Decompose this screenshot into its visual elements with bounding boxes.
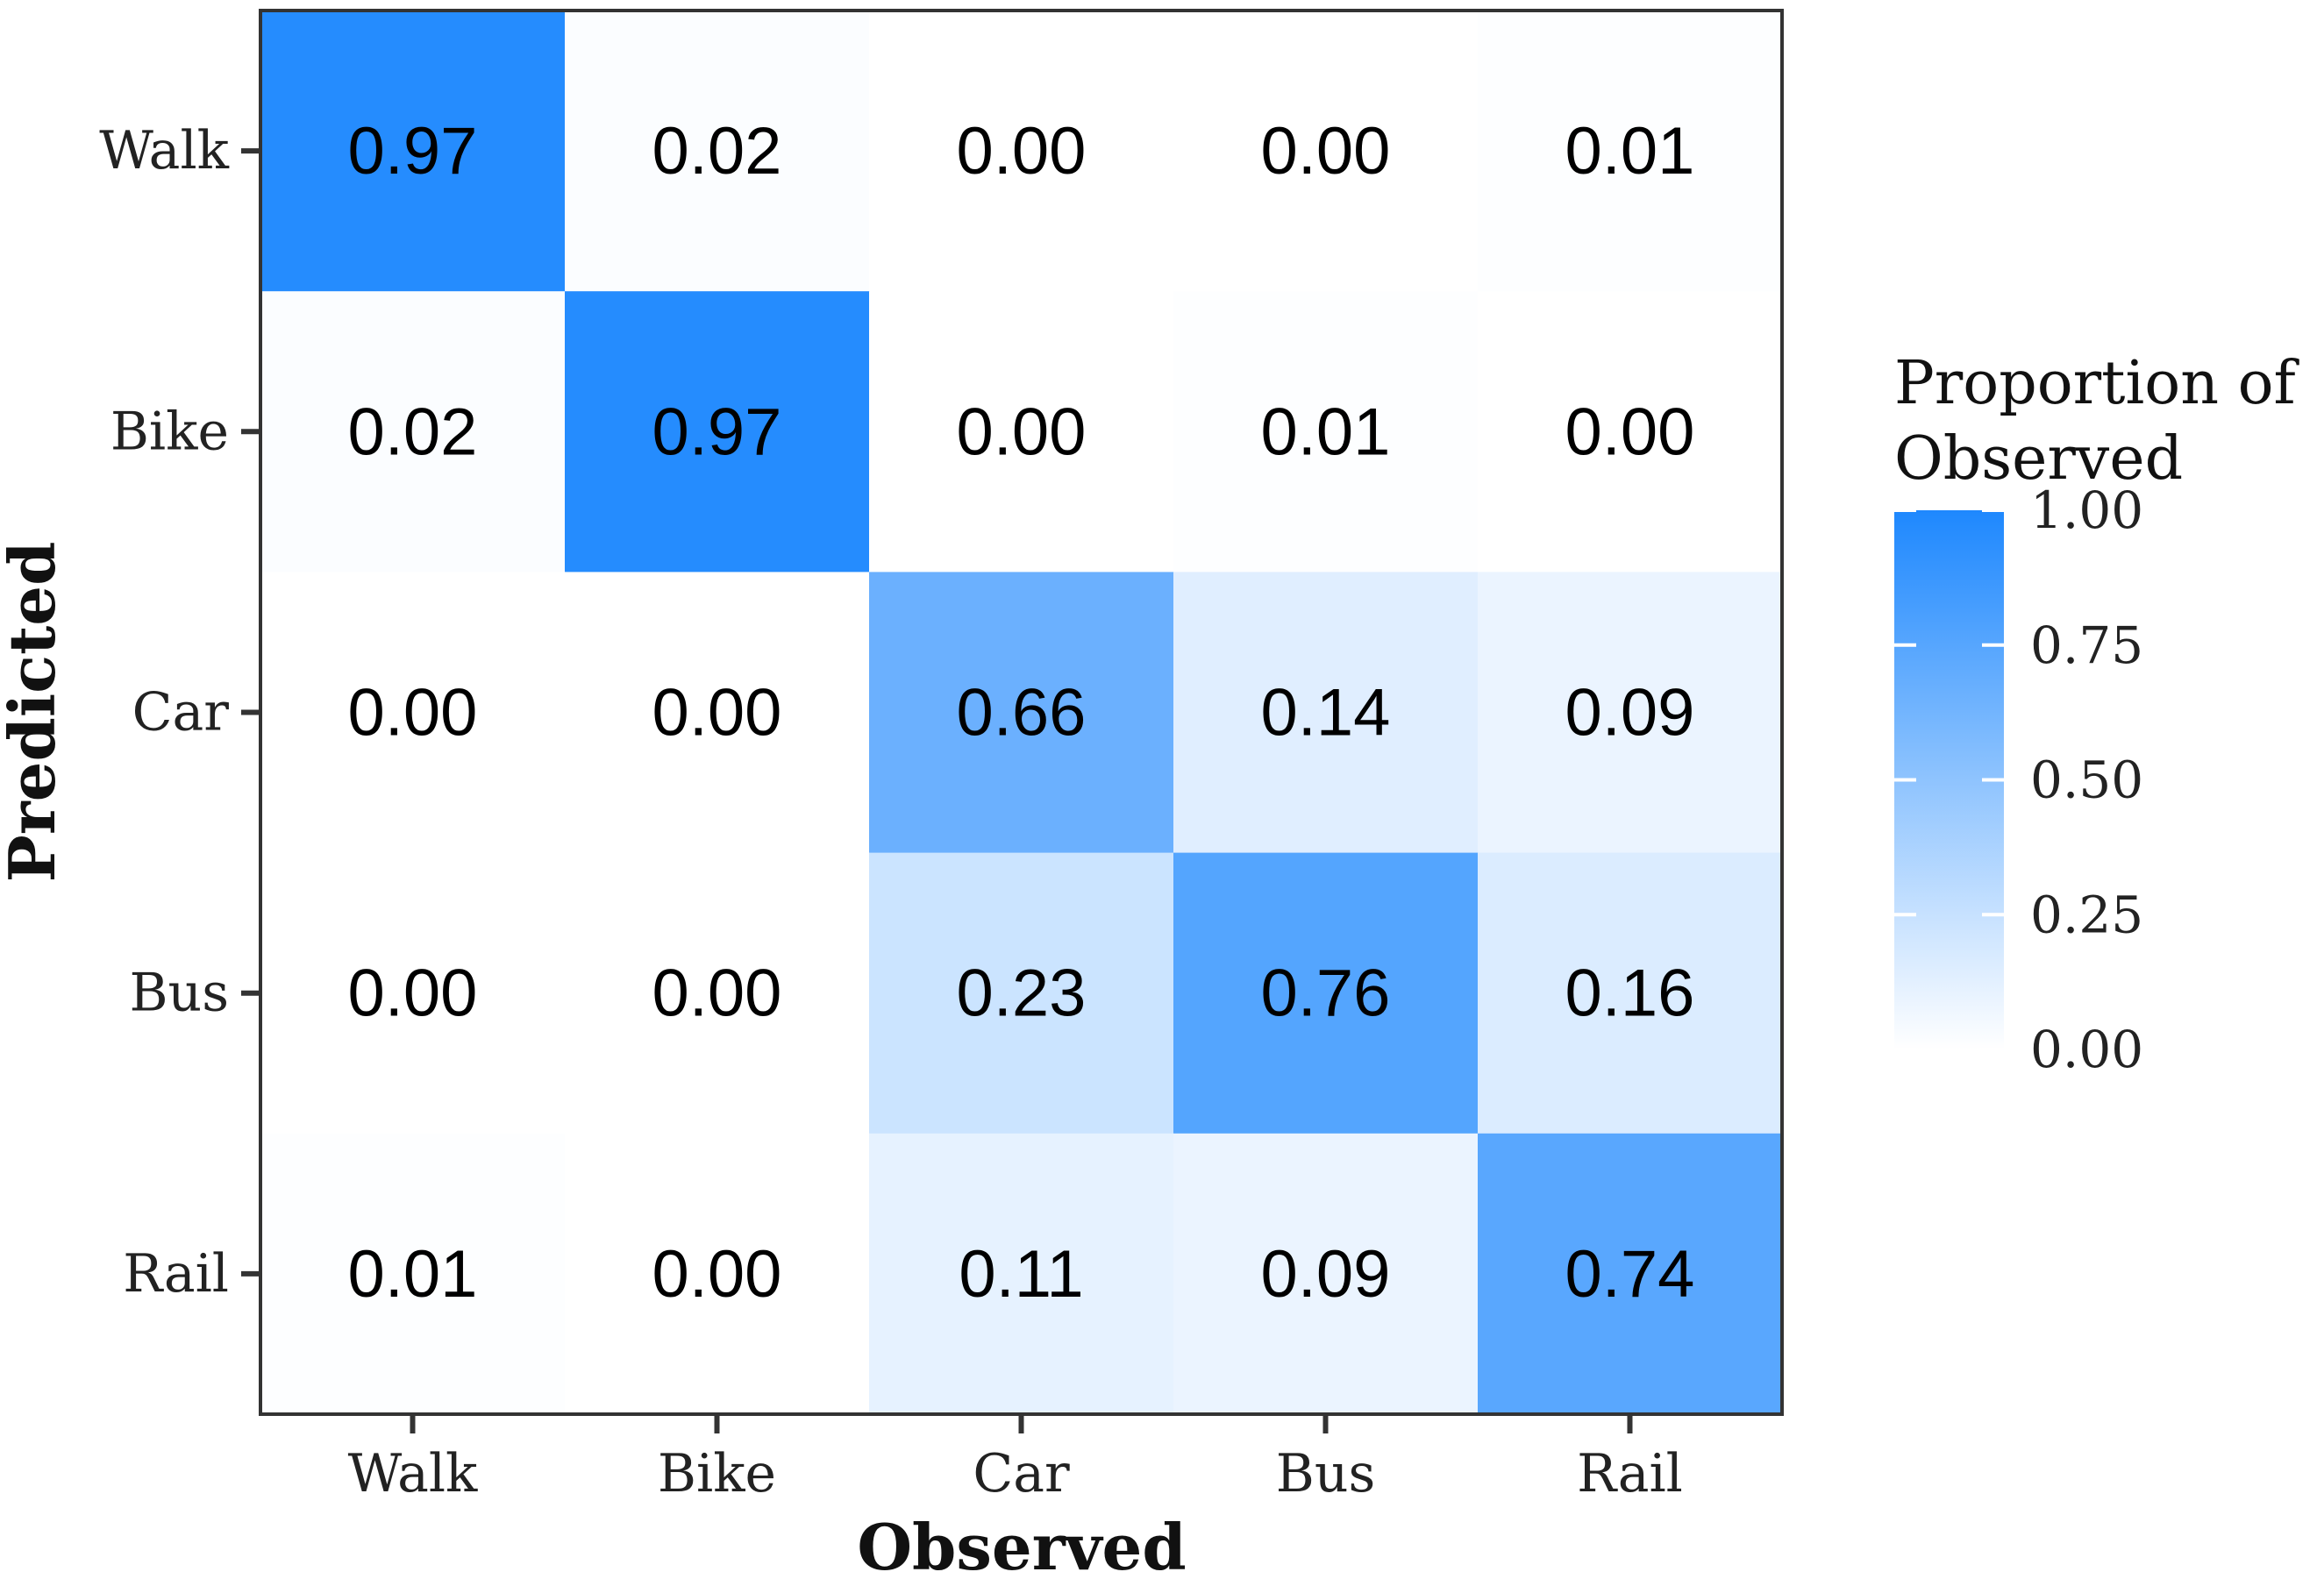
cell-value-label: 0.11	[959, 1237, 1083, 1312]
x-tick-label: Bike	[658, 1443, 776, 1504]
legend-title-line1: Proportion of	[1894, 349, 2300, 418]
y-tick-label: Bus	[129, 963, 229, 1024]
heatmap-cell	[260, 11, 566, 292]
legend-tick-label: 0.00	[2030, 1020, 2143, 1079]
legend-tick-label: 0.25	[2030, 885, 2143, 944]
legend-tick-label: 1.00	[2030, 480, 2143, 540]
cell-value-label: 0.01	[1565, 114, 1695, 188]
cell-value-label: 0.09	[1565, 676, 1695, 750]
cell-value-label: 0.23	[957, 957, 1087, 1031]
y-tick-label: Rail	[123, 1243, 229, 1305]
heatmap-cell	[565, 291, 870, 573]
cell-value-label: 0.00	[957, 395, 1087, 469]
heatmap-cell	[1173, 11, 1479, 292]
heatmap-cells	[260, 11, 1783, 1415]
x-axis-title: Observed	[857, 1510, 1186, 1579]
heatmap-cell	[1478, 852, 1783, 1134]
cell-value-label: 0.02	[348, 395, 478, 469]
cell-value-label: 0.00	[652, 1237, 782, 1312]
heatmap-cell	[869, 572, 1174, 854]
heatmap-cell	[869, 291, 1174, 573]
heatmap-cell	[565, 852, 870, 1134]
heatmap-cell	[260, 852, 566, 1134]
cell-value-label: 0.14	[1261, 676, 1391, 750]
heatmap-cell	[869, 11, 1174, 292]
y-axis-title: Predicted	[0, 542, 69, 883]
heatmap-cell	[1478, 1133, 1783, 1415]
heatmap-cell	[1173, 291, 1479, 573]
legend-tick-label: 0.75	[2030, 615, 2143, 675]
color-legend: Proportion of Observed 1.00 0.75 0.50 0.25 0…	[1894, 349, 2300, 1079]
cell-value-label: 0.74	[1565, 1237, 1695, 1312]
x-tick-label: Rail	[1577, 1443, 1683, 1504]
heatmap-cell	[1478, 11, 1783, 292]
cell-value-label: 0.97	[652, 395, 782, 469]
cell-value-label: 0.66	[957, 676, 1087, 750]
cell-value-label: 0.00	[652, 957, 782, 1031]
cell-value-label: 0.97	[348, 114, 478, 188]
heatmap-cell	[1478, 572, 1783, 854]
y-tick-label: Car	[132, 682, 230, 743]
cell-value-label: 0.00	[1261, 114, 1391, 188]
heatmap-cell	[869, 1133, 1174, 1415]
heatmap-cell	[565, 572, 870, 854]
y-tick-label: Bike	[110, 401, 229, 462]
y-axis: Walk Bike Car Bus Rail	[99, 120, 260, 1305]
y-tick-label: Walk	[99, 120, 229, 181]
cell-value-label: 0.00	[1565, 395, 1695, 469]
heatmap-cell	[869, 852, 1174, 1134]
heatmap-value-labels: 0.97 0.02 0.00 0.00 0.01 0.02 0.97 0.00 0.01 0.00…	[348, 114, 1695, 1312]
x-tick-label: Bus	[1276, 1443, 1376, 1504]
cell-value-label: 0.00	[957, 114, 1087, 188]
cell-value-label: 0.09	[1261, 1237, 1391, 1312]
cell-value-label: 0.01	[348, 1237, 478, 1312]
heatmap-cell	[565, 1133, 870, 1415]
heatmap-cell	[1478, 291, 1783, 573]
heatmap-cell	[1173, 572, 1479, 854]
cell-value-label: 0.01	[1261, 395, 1391, 469]
cell-value-label: 0.00	[348, 676, 478, 750]
x-tick-label: Walk	[348, 1443, 478, 1504]
legend-ticks: 1.00 0.75 0.50 0.25 0.00	[1894, 480, 2143, 1079]
legend-tick-label: 0.50	[2030, 750, 2143, 810]
heatmap-cell	[260, 291, 566, 573]
x-tick-label: Car	[973, 1443, 1070, 1504]
heatmap-cell	[1173, 852, 1479, 1134]
x-axis: Walk Bike Car Bus Rail	[348, 1414, 1683, 1504]
cell-value-label: 0.76	[1261, 957, 1391, 1031]
heatmap-cell	[1173, 1133, 1479, 1415]
heatmap-cell	[260, 1133, 566, 1415]
legend-title-line2: Observed	[1894, 424, 2183, 494]
cell-value-label: 0.00	[348, 957, 478, 1031]
heatmap-cell	[260, 572, 566, 854]
heatmap-cell	[565, 11, 870, 292]
cell-value-label: 0.02	[652, 114, 782, 188]
cell-value-label: 0.16	[1565, 957, 1695, 1031]
cell-value-label: 0.00	[652, 676, 782, 750]
